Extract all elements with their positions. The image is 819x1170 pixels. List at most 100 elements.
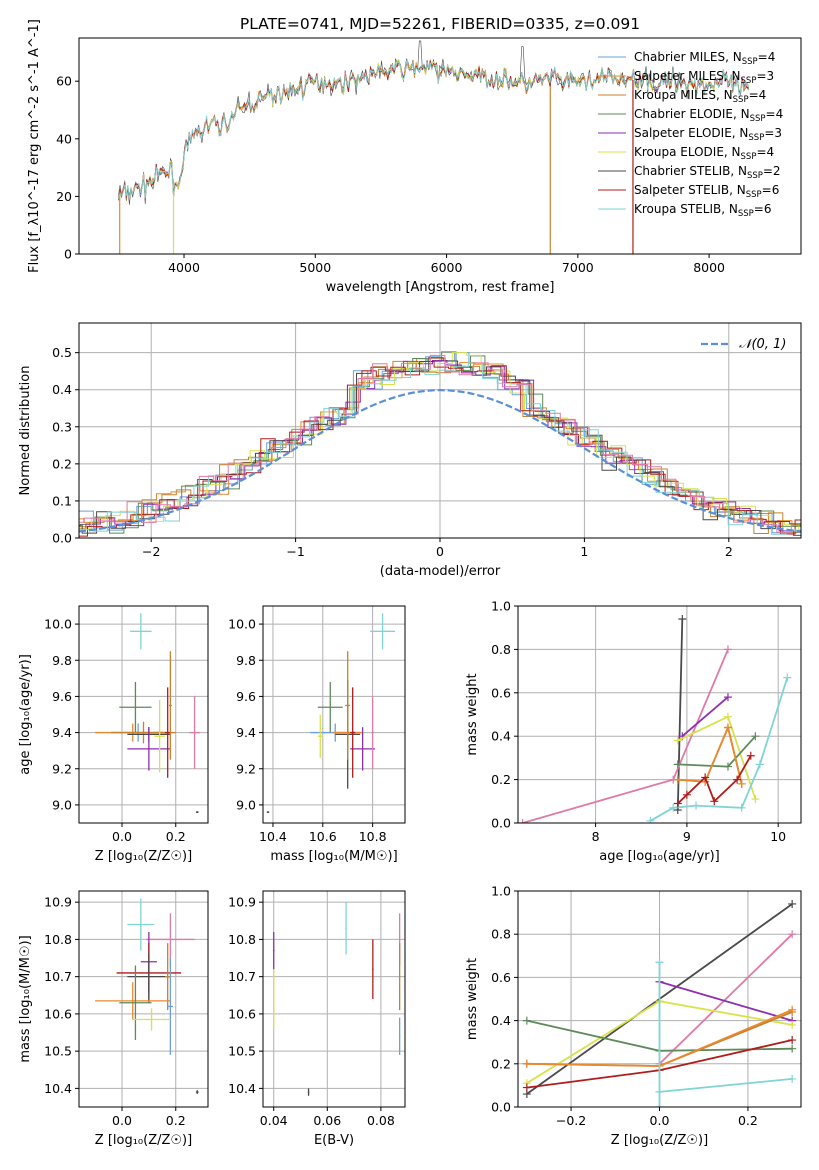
y-tick-label: 9.0 xyxy=(236,797,256,812)
data-point xyxy=(267,811,269,813)
weight-point-marker xyxy=(723,645,732,654)
legend-label-sub: SSP xyxy=(741,76,757,86)
y-tick-label: 9.6 xyxy=(236,689,256,704)
data-point xyxy=(140,630,142,633)
axes-frame xyxy=(78,605,209,824)
legend-label-main: Salpeter MILES, N xyxy=(634,69,741,83)
legend-label-sub: SSP xyxy=(733,95,749,105)
y-tick-label: 0.8 xyxy=(491,927,511,942)
weight-point-marker xyxy=(710,797,719,806)
weight-point-marker xyxy=(723,723,732,732)
legend-label-sub: SSP xyxy=(738,209,754,219)
panel-weight-vs-Z: −0.2 0.0 0.2 0.0 0.2 0.4 0.6 0.8 1.0 Z [log₁₀(Z/Z… xyxy=(465,884,802,1148)
weight-point-marker xyxy=(783,673,792,682)
weight-point-marker xyxy=(522,1016,531,1025)
weight-point-marker xyxy=(692,801,701,810)
weight-line xyxy=(649,677,789,822)
data-point xyxy=(196,811,199,813)
x-tick-label: 0.0 xyxy=(650,1113,670,1128)
legend-label-tail: =2 xyxy=(763,164,781,178)
weight-point-marker xyxy=(788,1074,797,1083)
data-point xyxy=(398,1035,401,1038)
data-point xyxy=(169,1005,172,1008)
legend-label: Chabrier STELIB, NSSP=2 xyxy=(634,164,781,181)
data-point xyxy=(196,1091,199,1093)
weight-point-marker xyxy=(723,762,732,771)
x-tick-label: 9 xyxy=(683,829,691,844)
y-tick-label: 10.4 xyxy=(44,1081,72,1096)
x-tick-label: 10.8 xyxy=(359,829,387,844)
legend-label-main: Kroupa STELIB, N xyxy=(634,202,738,216)
legend-label-tail: =4 xyxy=(756,145,774,159)
legend-label: Kroupa STELIB, NSSP=6 xyxy=(634,202,772,219)
y-tick-label: 0.8 xyxy=(491,642,511,657)
weight-point-marker xyxy=(788,1036,797,1045)
x-tick-label: 8000 xyxy=(693,260,725,275)
weight-point-marker xyxy=(518,819,527,823)
x-tick-label: 5000 xyxy=(299,260,331,275)
weight-point-marker xyxy=(673,736,682,745)
data-point xyxy=(193,731,196,734)
histogram-series xyxy=(79,361,801,537)
data-point xyxy=(345,927,347,930)
legend-label-main: Salpeter STELIB, N xyxy=(634,183,746,197)
panel-residual-histogram: −2 −1 0 1 2 0.0 0.1 0.2 0.3 0.4 0.5 (data-model)/er… xyxy=(18,322,802,579)
y-tick-label: 0.5 xyxy=(52,345,72,360)
x-axis-label: E(B-V) xyxy=(314,1133,354,1148)
x-axis-label: Z [log₁₀(Z/Z☉)] xyxy=(611,1133,708,1148)
legend-label-tail: =6 xyxy=(754,202,772,216)
data-point xyxy=(351,731,354,734)
weight-point-marker xyxy=(673,760,682,769)
data-point xyxy=(169,704,172,707)
x-tick-label: 0.06 xyxy=(313,1113,341,1128)
y-tick-label: 9.4 xyxy=(52,725,72,740)
x-tick-label: 10.4 xyxy=(259,829,287,844)
panel-age-vs-Z: 0.0 0.2 9.0 9.2 9.4 9.6 9.8 10.0 Z [log₁₀(Z/Z☉)]… xyxy=(18,605,209,864)
y-tick-label: 9.0 xyxy=(52,797,72,812)
x-axis-label: Z [log₁₀(Z/Z☉)] xyxy=(95,1133,192,1148)
x-axis-label: age [log₁₀(age/yr)] xyxy=(599,849,720,864)
data-point xyxy=(131,1000,134,1002)
weight-line xyxy=(659,980,793,1022)
axes-frame xyxy=(517,890,802,1108)
legend-label-main: Chabrier MILES, N xyxy=(634,50,742,64)
x-tick-label: 0.04 xyxy=(260,1113,288,1128)
legend-label-sub: SSP xyxy=(741,152,757,162)
weight-point-marker xyxy=(788,930,797,939)
weight-point-marker xyxy=(673,775,682,784)
weight-point-marker xyxy=(788,899,797,908)
plot-area-mass-vs-Z xyxy=(95,898,199,1094)
axes-frame xyxy=(262,890,406,1108)
weight-point-marker xyxy=(682,790,691,799)
x-tick-label: 0.2 xyxy=(166,829,186,844)
histogram-series xyxy=(79,354,801,533)
weight-line xyxy=(658,933,793,1065)
legend-label-tail: =3 xyxy=(756,69,774,83)
weight-point-marker xyxy=(522,1059,531,1068)
data-point xyxy=(169,938,172,941)
legend-label-tail: =6 xyxy=(762,183,780,197)
weight-point-marker xyxy=(673,799,682,808)
data-point xyxy=(158,735,161,737)
data-point xyxy=(307,1091,310,1093)
axes-frame xyxy=(78,890,209,1108)
y-tick-label: 60 xyxy=(56,74,72,89)
legend-label: Salpeter ELODIE, NSSP=3 xyxy=(634,126,782,143)
y-tick-label: 10.7 xyxy=(44,969,72,984)
plot-area-residual-histogram xyxy=(79,351,801,537)
histogram-series xyxy=(79,360,801,534)
weight-point-marker xyxy=(669,803,678,812)
x-tick-label: 2 xyxy=(725,544,733,559)
panel-spectrum: 4000 5000 6000 7000 8000 0 20 40 60 wavelength [A… xyxy=(27,19,802,295)
figure-title: PLATE=0741, MJD=52261, FIBERID=0335, z=0… xyxy=(240,15,640,33)
y-tick-label: 0.4 xyxy=(491,729,511,744)
data-point xyxy=(272,998,275,1000)
data-point xyxy=(148,975,150,978)
y-tick-label: 0.1 xyxy=(52,493,72,508)
y-tick-label: 9.4 xyxy=(236,725,256,740)
weight-point-marker xyxy=(646,816,655,823)
x-tick-label: 10 xyxy=(770,829,786,844)
axes-frame xyxy=(517,605,802,824)
y-tick-label: 10.9 xyxy=(228,895,256,910)
weight-point-marker xyxy=(678,615,687,624)
